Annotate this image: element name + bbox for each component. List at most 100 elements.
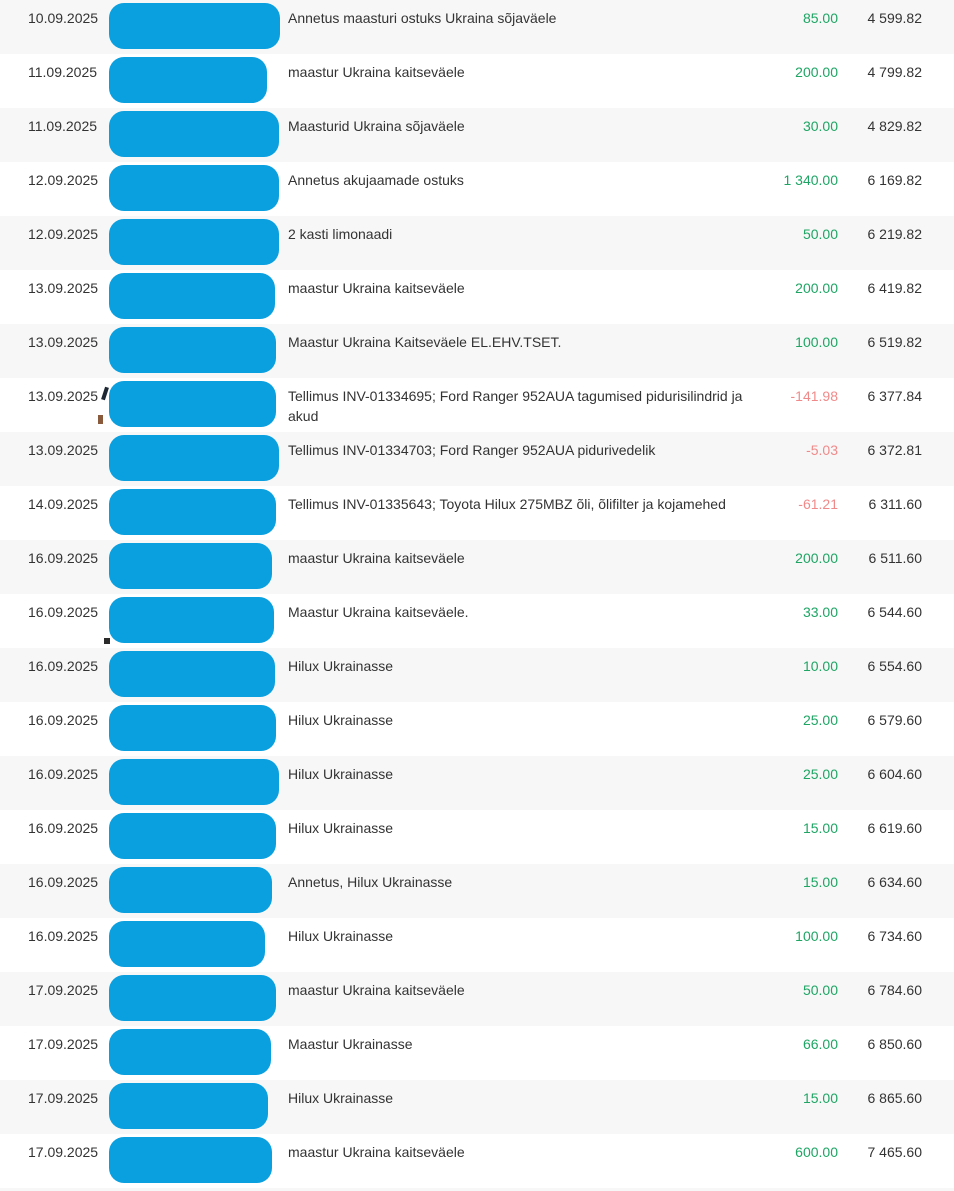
transaction-balance: 6 850.60 — [867, 1036, 923, 1052]
transaction-amount: 25.00 — [802, 712, 838, 728]
transaction-balance: 6 784.60 — [867, 982, 923, 998]
transaction-row[interactable]: 17.09.2025 Maastur Ukrainasse 66.00 6 85… — [0, 1026, 954, 1080]
transaction-row[interactable]: 17.09.2025 Hilux Ukrainasse 15.00 6 865.… — [0, 1080, 954, 1134]
transaction-amount: 50.00 — [802, 982, 838, 998]
transaction-row[interactable]: 12.09.2025 Annetus akujaamade ostuks 1 3… — [0, 162, 954, 216]
transaction-description: 2 kasti limonaadi — [288, 226, 393, 242]
transaction-balance: 6 604.60 — [867, 766, 923, 782]
transaction-description: maastur Ukraina kaitseväele — [288, 1144, 465, 1160]
transaction-date: 16.09.2025 — [28, 604, 99, 620]
redacted-payer-name — [109, 867, 272, 913]
transaction-description: Hilux Ukrainasse — [288, 712, 394, 728]
transaction-date: 13.09.2025 — [28, 442, 99, 458]
transaction-date: 10.09.2025 — [28, 10, 99, 26]
redacted-payer-name — [109, 165, 279, 211]
transaction-amount: 85.00 — [802, 10, 838, 26]
transaction-amount: -61.21 — [798, 496, 838, 512]
transaction-amount: 33.00 — [802, 604, 838, 620]
transaction-description: Maastur Ukraina Kaitseväele EL.EHV.TSET. — [288, 334, 562, 350]
transaction-amount: 600.00 — [795, 1144, 838, 1160]
transaction-description: maastur Ukraina kaitseväele — [288, 550, 465, 566]
transaction-description: Tellimus INV-01335643; Toyota Hilux 275M… — [288, 496, 726, 512]
transaction-amount: 15.00 — [802, 1090, 838, 1106]
transaction-description: Tellimus INV-01334703; Ford Ranger 952AU… — [288, 442, 656, 458]
transaction-amount: 100.00 — [795, 928, 838, 944]
redacted-payer-name — [109, 489, 276, 535]
transaction-row[interactable]: 16.09.2025 Maastur Ukraina kaitseväele. … — [0, 594, 954, 648]
transaction-row[interactable]: 11.09.2025 Maasturid Ukraina sõjaväele 3… — [0, 108, 954, 162]
redacted-payer-name — [109, 921, 265, 967]
redacted-payer-name — [109, 1137, 272, 1183]
redacted-payer-name — [109, 813, 276, 859]
transaction-description: Annetus maasturi ostuks Ukraina sõjaväel… — [288, 10, 557, 26]
transaction-row[interactable]: 13.09.2025 maastur Ukraina kaitseväele 2… — [0, 270, 954, 324]
transaction-balance: 6 511.60 — [868, 550, 922, 566]
transaction-balance: 6 544.60 — [867, 604, 923, 620]
transaction-date: 17.09.2025 — [28, 1036, 99, 1052]
transaction-row[interactable]: 17.09.2025 maastur Ukraina kaitseväele 6… — [0, 1134, 954, 1188]
redacted-payer-name — [109, 219, 279, 265]
transaction-row[interactable]: 10.09.2025 Annetus maasturi ostuks Ukrai… — [0, 0, 954, 54]
redacted-payer-name — [109, 597, 274, 643]
redacted-payer-name — [109, 759, 279, 805]
transaction-date: 16.09.2025 — [28, 874, 99, 890]
transaction-row[interactable]: 13.09.2025 Tellimus INV-01334695; Ford R… — [0, 378, 954, 432]
transaction-balance: 4 829.82 — [867, 118, 923, 134]
transaction-row[interactable]: 17.09.2025 maastur Ukraina kaitseväele 5… — [0, 972, 954, 1026]
transaction-description: maastur Ukraina kaitseväele — [288, 280, 465, 296]
transaction-row[interactable]: 13.09.2025 Tellimus INV-01334703; Ford R… — [0, 432, 954, 486]
transaction-row[interactable]: 16.09.2025 Hilux Ukrainasse 15.00 6 619.… — [0, 810, 954, 864]
transaction-balance: 6 619.60 — [867, 820, 923, 836]
transaction-amount: 66.00 — [802, 1036, 838, 1052]
transaction-amount: 100.00 — [795, 334, 838, 350]
transaction-balance: 6 311.60 — [868, 496, 922, 512]
transaction-description: Tellimus INV-01334695; Ford Ranger 952AU… — [288, 388, 743, 424]
transaction-balance: 6 579.60 — [867, 712, 923, 728]
transaction-amount: 10.00 — [802, 658, 838, 674]
transaction-row[interactable]: 16.09.2025 Hilux Ukrainasse 25.00 6 579.… — [0, 702, 954, 756]
redacted-payer-name — [109, 111, 279, 157]
transaction-date: 16.09.2025 — [28, 928, 99, 944]
transaction-amount: 200.00 — [795, 280, 838, 296]
transaction-row[interactable]: 16.09.2025 Annetus, Hilux Ukrainasse 15.… — [0, 864, 954, 918]
redacted-payer-name — [109, 3, 280, 49]
transaction-description: maastur Ukraina kaitseväele — [288, 64, 465, 80]
transaction-amount: 15.00 — [802, 874, 838, 890]
transaction-balance: 6 634.60 — [867, 874, 923, 890]
transaction-amount: 25.00 — [802, 766, 838, 782]
transaction-balance: 6 419.82 — [867, 280, 923, 296]
transaction-row[interactable]: 16.09.2025 Hilux Ukrainasse 25.00 6 604.… — [0, 756, 954, 810]
transaction-amount: 200.00 — [795, 550, 838, 566]
transaction-date: 16.09.2025 — [28, 820, 99, 836]
transaction-amount: 30.00 — [802, 118, 838, 134]
transaction-row[interactable]: 13.09.2025 Maastur Ukraina Kaitseväele E… — [0, 324, 954, 378]
transaction-row[interactable]: 12.09.2025 2 kasti limonaadi 50.00 6 219… — [0, 216, 954, 270]
redacted-payer-name — [109, 273, 275, 319]
transaction-description: Maastur Ukrainasse — [288, 1036, 413, 1052]
transaction-row[interactable]: 14.09.2025 Tellimus INV-01335643; Toyota… — [0, 486, 954, 540]
transaction-date: 16.09.2025 — [28, 658, 99, 674]
transaction-description: Annetus akujaamade ostuks — [288, 172, 464, 188]
transaction-balance: 4 599.82 — [867, 10, 923, 26]
transaction-balance: 6 169.82 — [867, 172, 923, 188]
transaction-date: 17.09.2025 — [28, 1090, 99, 1106]
redacted-payer-name — [109, 435, 279, 481]
uncovered-text-fragment — [104, 638, 110, 644]
uncovered-text-fragment — [101, 386, 109, 401]
transaction-description: Hilux Ukrainasse — [288, 820, 394, 836]
redacted-payer-name — [109, 651, 275, 697]
transaction-date: 13.09.2025 — [28, 334, 99, 350]
transaction-row[interactable]: 16.09.2025 Hilux Ukrainasse 100.00 6 734… — [0, 918, 954, 972]
transaction-amount: 15.00 — [802, 820, 838, 836]
transaction-description: Annetus, Hilux Ukrainasse — [288, 874, 453, 890]
transaction-row[interactable]: 16.09.2025 maastur Ukraina kaitseväele 2… — [0, 540, 954, 594]
redacted-payer-name — [109, 1029, 271, 1075]
transaction-amount: -141.98 — [790, 388, 838, 404]
transaction-date: 13.09.2025 — [28, 280, 99, 296]
transaction-row[interactable]: 16.09.2025 Hilux Ukrainasse 10.00 6 554.… — [0, 648, 954, 702]
transaction-balance: 6 219.82 — [867, 226, 923, 242]
transaction-row[interactable]: 11.09.2025 maastur Ukraina kaitseväele 2… — [0, 54, 954, 108]
redacted-payer-name — [109, 705, 276, 751]
transaction-date: 11.09.2025 — [28, 64, 98, 80]
